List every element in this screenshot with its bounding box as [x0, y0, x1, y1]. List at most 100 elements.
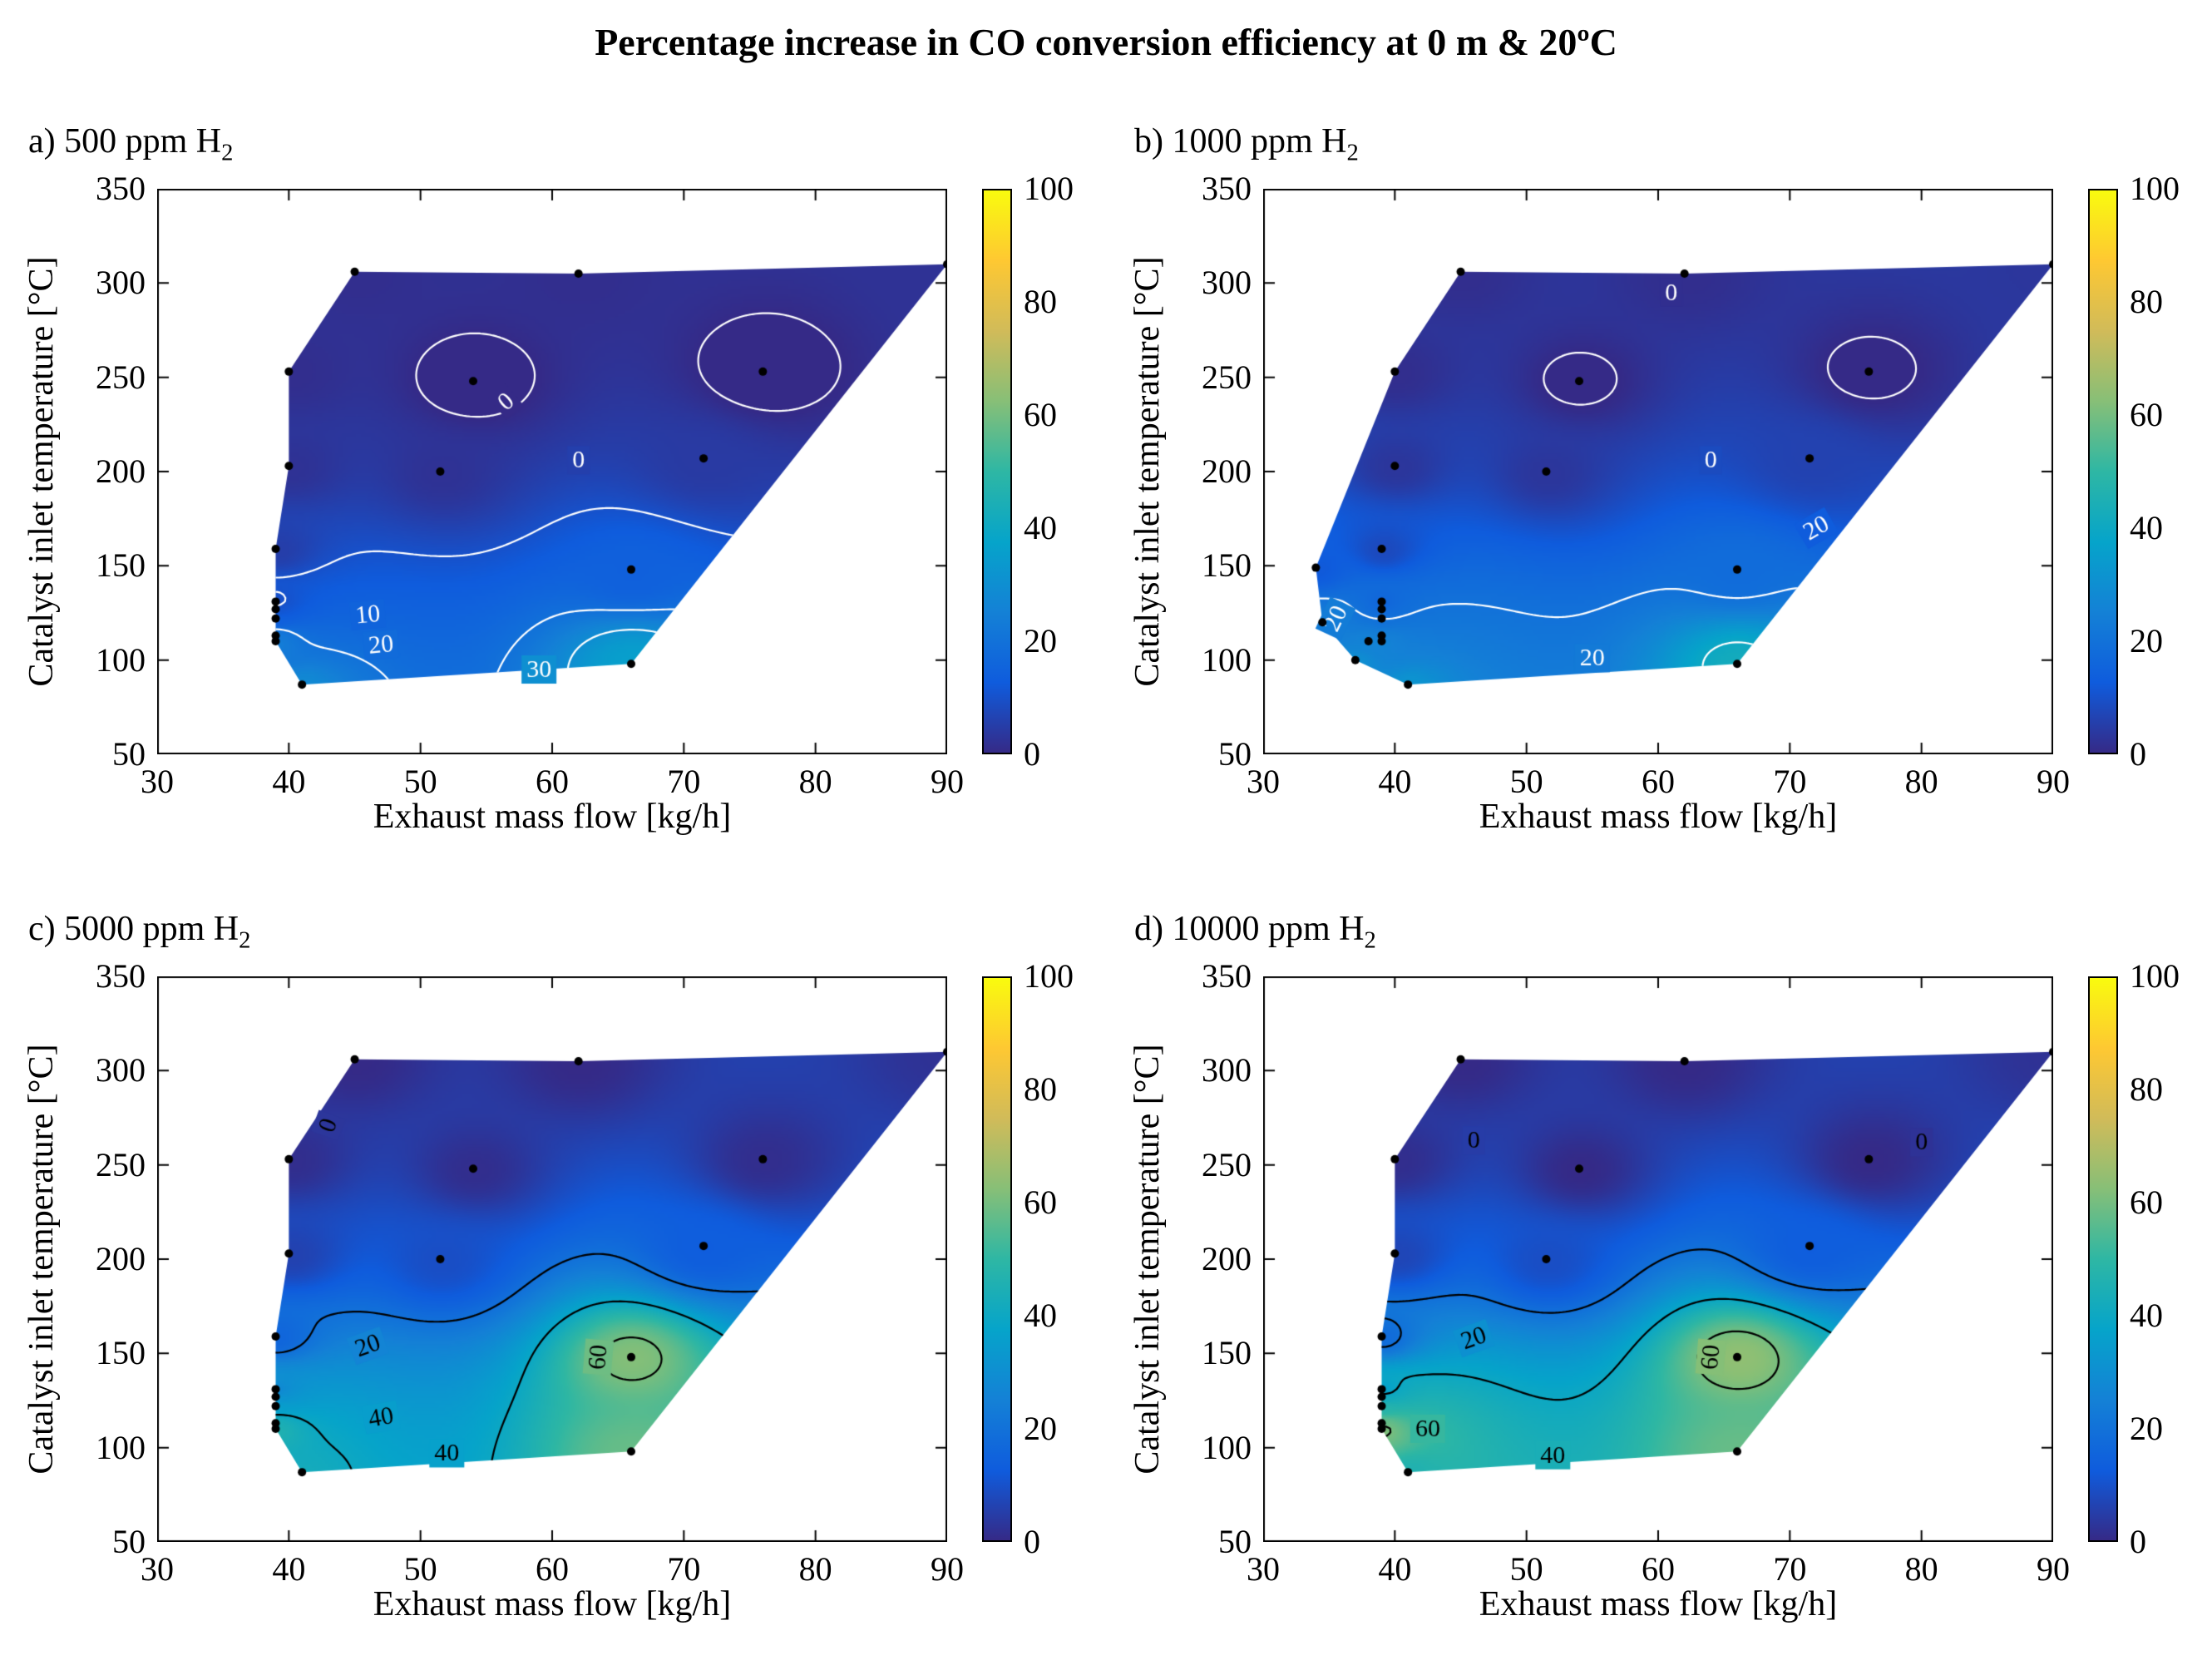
panel-title: b) 1000 ppm H2 [1134, 121, 1359, 166]
tick-label: 80 [798, 763, 832, 800]
tick-label: 250 [96, 358, 146, 396]
tick-label: 90 [2037, 1550, 2070, 1588]
colorbar [2088, 976, 2118, 1542]
tick-label: 30 [1247, 763, 1280, 800]
tick-label: 50 [403, 1550, 437, 1588]
tick-label: 30 [1247, 1550, 1280, 1588]
tick-label: 150 [96, 1334, 146, 1372]
plot-area [1263, 189, 2053, 754]
tick-label: 80 [2130, 283, 2163, 320]
tick-label: 150 [1202, 1334, 1252, 1372]
x-axis-label: Exhaust mass flow [kg/h] [1479, 798, 1838, 836]
tick-label: 100 [2130, 170, 2180, 207]
tick-label: 40 [272, 1550, 306, 1588]
tick-label: 0 [2130, 1523, 2146, 1560]
tick-label: 40 [1378, 1550, 1412, 1588]
tick-label: 80 [1904, 763, 1938, 800]
colorbar [2088, 189, 2118, 754]
tick-label: 40 [2130, 1297, 2163, 1334]
plot-area [1263, 976, 2053, 1542]
tick-label: 50 [112, 1523, 146, 1560]
contour-plot-canvas [157, 189, 947, 754]
tick-label: 0 [1024, 735, 1040, 773]
tick-label: 100 [96, 1428, 146, 1466]
tick-label: 100 [96, 640, 146, 679]
tick-label: 80 [1024, 1070, 1057, 1108]
tick-label: 150 [1202, 546, 1252, 585]
tick-label: 300 [96, 264, 146, 302]
tick-label: 350 [1202, 957, 1252, 995]
tick-label: 20 [1024, 1410, 1057, 1447]
tick-label: 70 [667, 763, 701, 800]
tick-label: 60 [536, 763, 569, 800]
panel-title: c) 5000 ppm H2 [28, 909, 250, 954]
panel-title-text: c) 5000 ppm H [28, 910, 239, 948]
tick-label: 100 [1024, 170, 1074, 207]
tick-label: 350 [96, 957, 146, 995]
panel-title-subscript: 2 [221, 140, 234, 166]
x-axis-label: Exhaust mass flow [kg/h] [373, 1585, 732, 1623]
x-axis-label: Exhaust mass flow [kg/h] [1479, 1585, 1838, 1623]
tick-label: 90 [931, 763, 964, 800]
tick-label: 200 [96, 452, 146, 490]
tick-label: 70 [1773, 763, 1807, 800]
tick-label: 40 [1024, 1297, 1057, 1334]
panel-d: d) 10000 ppm H2 Catalyst inlet temperatu… [1106, 871, 2212, 1658]
tick-label: 40 [272, 763, 306, 800]
tick-label: 250 [1202, 1145, 1252, 1183]
panel-title-text: a) 500 ppm H [28, 122, 222, 161]
tick-label: 60 [1024, 396, 1057, 433]
tick-label: 100 [1202, 1428, 1252, 1466]
panel-title: a) 500 ppm H2 [28, 121, 233, 166]
contour-plot-canvas [157, 976, 947, 1542]
tick-label: 250 [1202, 358, 1252, 396]
tick-label: 0 [1024, 1523, 1040, 1560]
tick-label: 50 [1509, 1550, 1543, 1588]
tick-label: 300 [1202, 264, 1252, 302]
tick-label: 350 [96, 170, 146, 207]
tick-label: 100 [2130, 957, 2180, 995]
contour-plot-canvas [1263, 976, 2053, 1542]
tick-label: 250 [96, 1145, 146, 1183]
tick-label: 300 [1202, 1051, 1252, 1089]
panel-title-subscript: 2 [1346, 140, 1359, 166]
tick-label: 50 [112, 735, 146, 773]
tick-label: 70 [667, 1550, 701, 1588]
panel-title-text: b) 1000 ppm H [1134, 122, 1347, 161]
tick-label: 60 [2130, 1183, 2163, 1221]
panel-b: b) 1000 ppm H2 Catalyst inlet temperatur… [1106, 83, 2212, 871]
tick-label: 40 [1378, 763, 1412, 800]
x-axis-label: Exhaust mass flow [kg/h] [373, 798, 732, 836]
tick-label: 80 [1904, 1550, 1938, 1588]
tick-label: 40 [2130, 509, 2163, 546]
tick-label: 60 [2130, 396, 2163, 433]
tick-label: 150 [96, 546, 146, 585]
tick-label: 80 [798, 1550, 832, 1588]
tick-label: 20 [2130, 1410, 2163, 1447]
tick-label: 200 [96, 1240, 146, 1277]
tick-label: 30 [141, 1550, 174, 1588]
colorbar [982, 976, 1012, 1542]
plot-area [157, 976, 947, 1542]
tick-label: 20 [1024, 622, 1057, 660]
panel-a: a) 500 ppm H2 Catalyst inlet temperature… [0, 83, 1106, 871]
tick-label: 80 [1024, 283, 1057, 320]
tick-label: 90 [931, 1550, 964, 1588]
colorbar [982, 189, 1012, 754]
tick-label: 100 [1024, 957, 1074, 995]
tick-label: 60 [536, 1550, 569, 1588]
tick-label: 50 [1218, 1523, 1252, 1560]
tick-label: 30 [141, 763, 174, 800]
figure-title: Percentage increase in CO conversion eff… [595, 21, 1617, 63]
tick-label: 0 [2130, 735, 2146, 773]
tick-label: 50 [403, 763, 437, 800]
panel-title-subscript: 2 [239, 927, 251, 954]
tick-label: 200 [1202, 452, 1252, 490]
tick-label: 300 [96, 1051, 146, 1089]
panel-title-text: d) 10000 ppm H [1134, 910, 1365, 948]
tick-label: 100 [1202, 640, 1252, 679]
tick-label: 40 [1024, 509, 1057, 546]
contour-plot-canvas [1263, 189, 2053, 754]
tick-label: 50 [1218, 735, 1252, 773]
